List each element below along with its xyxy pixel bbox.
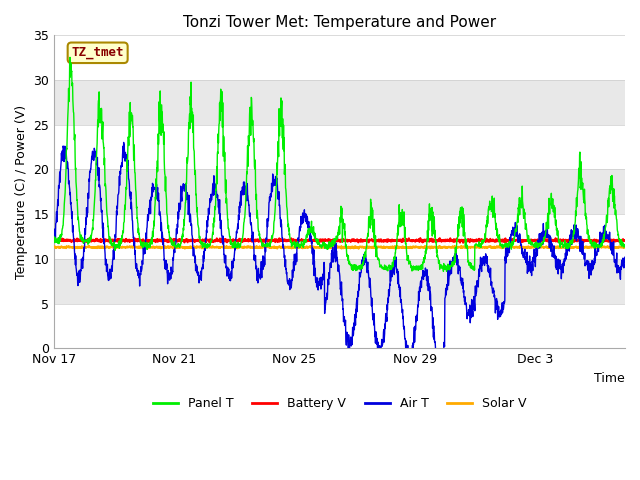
- Legend: Panel T, Battery V, Air T, Solar V: Panel T, Battery V, Air T, Solar V: [148, 392, 532, 415]
- Bar: [54, 80, 625, 125]
- Y-axis label: Temperature (C) / Power (V): Temperature (C) / Power (V): [15, 105, 28, 279]
- X-axis label: Time: Time: [595, 372, 625, 384]
- Title: Tonzi Tower Met: Temperature and Power: Tonzi Tower Met: Temperature and Power: [183, 15, 496, 30]
- Bar: [54, 169, 625, 214]
- Text: TZ_tmet: TZ_tmet: [72, 46, 124, 60]
- Bar: [54, 259, 625, 303]
